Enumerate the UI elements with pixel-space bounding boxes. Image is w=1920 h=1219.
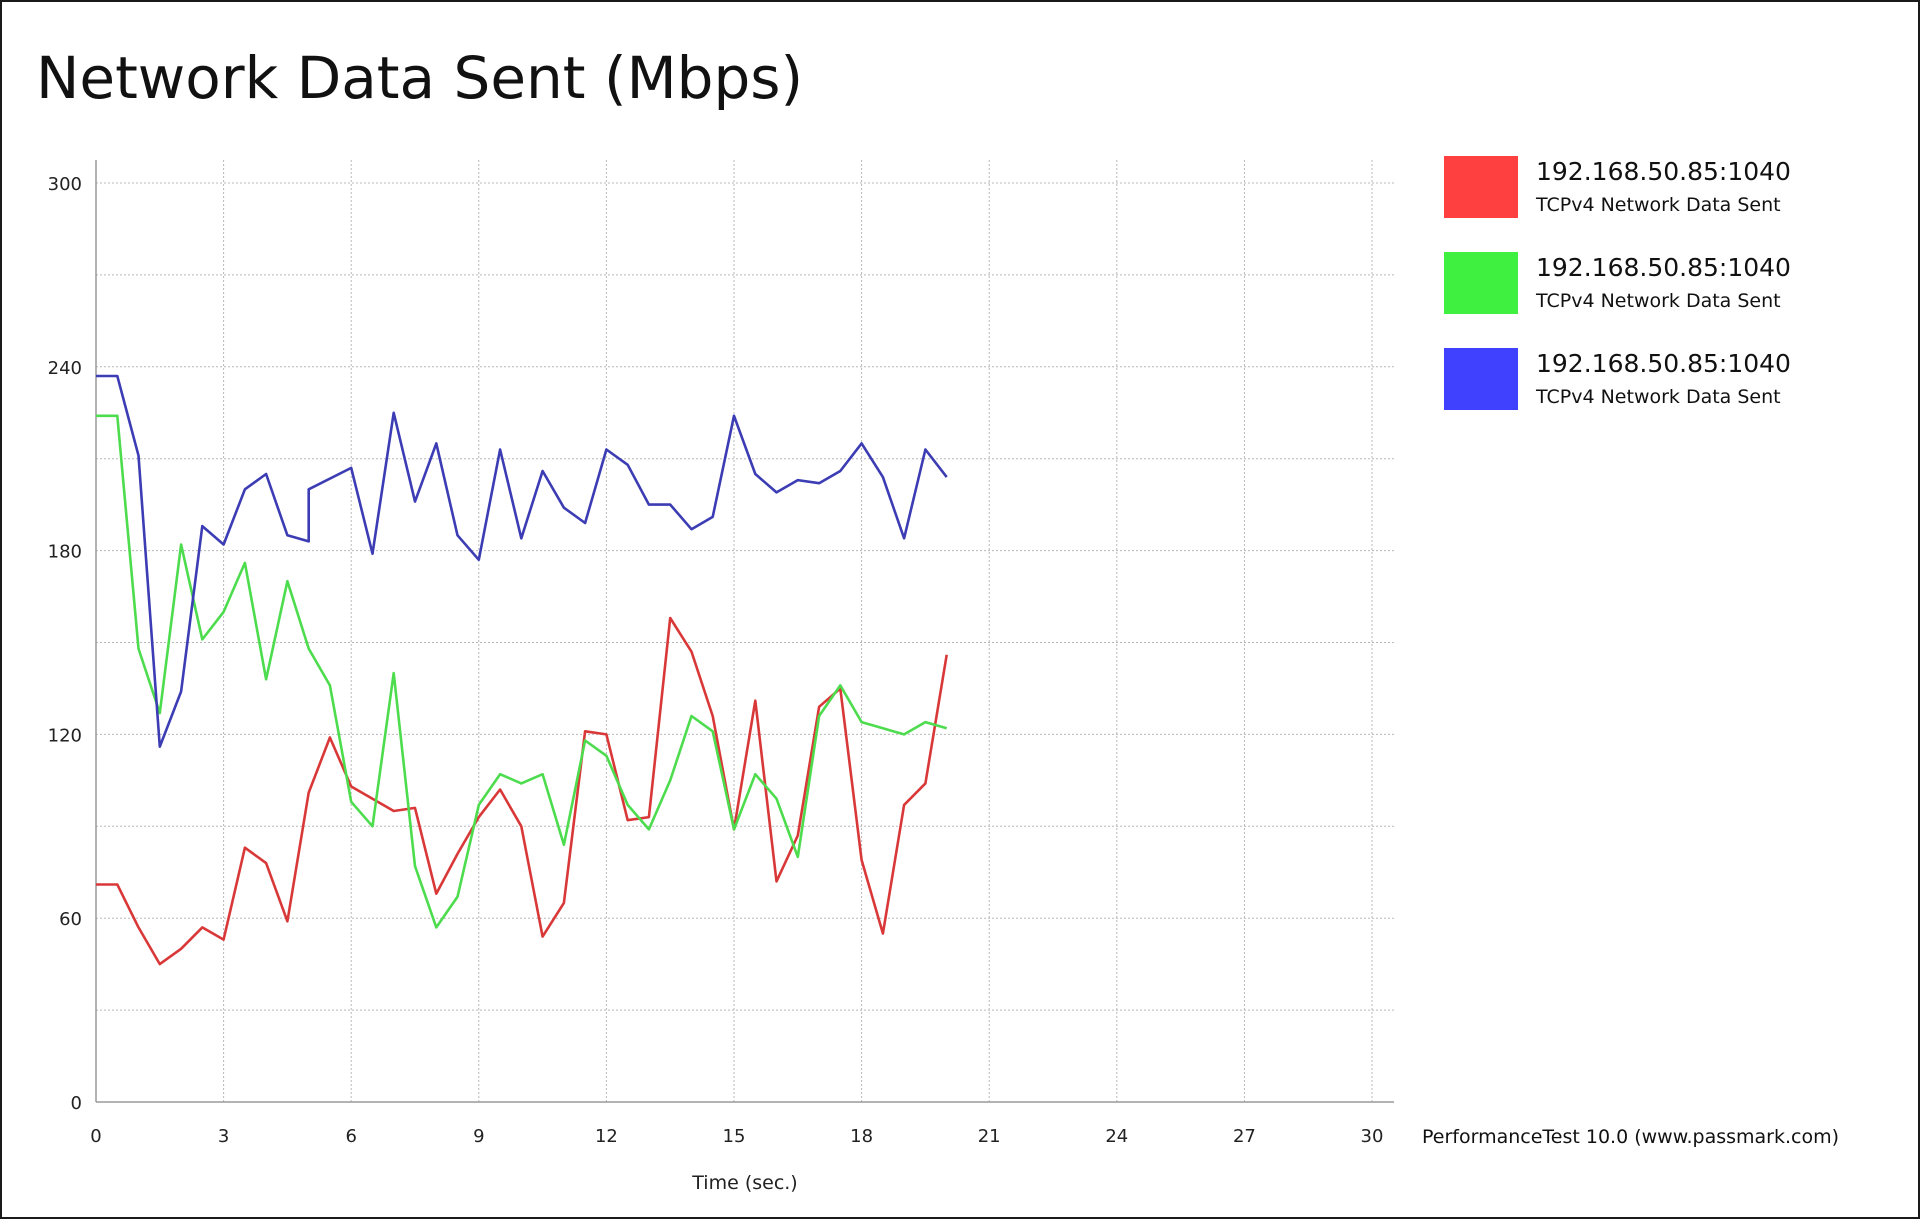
legend-series-subtitle: TCPv4 Network Data Sent [1536, 386, 1781, 408]
x-tick-label: 21 [978, 1126, 1001, 1147]
legend-item-3: 192.168.50.85:1040 TCPv4 Network Data Se… [1444, 348, 1864, 444]
legend: 192.168.50.85:1040 TCPv4 Network Data Se… [1444, 156, 1864, 444]
credit-text: PerformanceTest 10.0 (www.passmark.com) [1422, 1126, 1840, 1148]
y-tick-label: 120 [48, 725, 82, 746]
x-tick-label: 30 [1361, 1126, 1384, 1147]
legend-series-name: 192.168.50.85:1040 [1536, 349, 1791, 378]
x-tick-label: 24 [1105, 1126, 1128, 1147]
x-tick-label: 12 [595, 1126, 618, 1147]
x-tick-label: 9 [473, 1126, 484, 1147]
series-lines [96, 374, 948, 966]
legend-item-2: 192.168.50.85:1040 TCPv4 Network Data Se… [1444, 252, 1864, 348]
chart-title: Network Data Sent (Mbps) [36, 44, 804, 112]
x-tick-label: 0 [90, 1126, 101, 1147]
legend-item-1: 192.168.50.85:1040 TCPv4 Network Data Se… [1444, 156, 1864, 252]
x-tick-label: 6 [345, 1126, 356, 1147]
y-tick-label: 0 [71, 1093, 82, 1114]
series-line-red [96, 616, 948, 966]
legend-swatch-red [1444, 156, 1518, 218]
legend-series-name: 192.168.50.85:1040 [1536, 253, 1791, 282]
x-axis-title: Time (sec.) [691, 1172, 797, 1194]
y-tick-label: 240 [48, 358, 82, 379]
series-line-green [96, 414, 948, 929]
legend-series-subtitle: TCPv4 Network Data Sent [1536, 290, 1781, 312]
legend-series-subtitle: TCPv4 Network Data Sent [1536, 194, 1781, 216]
y-tick-label: 60 [59, 909, 82, 930]
legend-swatch-blue [1444, 348, 1518, 410]
y-tick-label: 180 [48, 542, 82, 563]
x-tick-label: 18 [850, 1126, 873, 1147]
y-tick-label: 300 [48, 174, 82, 195]
axes [95, 160, 1394, 1103]
series-line-blue [96, 374, 948, 749]
x-tick-label: 15 [723, 1126, 746, 1147]
legend-swatch-green [1444, 252, 1518, 314]
x-tick-label: 3 [218, 1126, 229, 1147]
x-tick-label: 27 [1233, 1126, 1256, 1147]
legend-series-name: 192.168.50.85:1040 [1536, 157, 1791, 186]
grid-lines [96, 160, 1394, 1102]
